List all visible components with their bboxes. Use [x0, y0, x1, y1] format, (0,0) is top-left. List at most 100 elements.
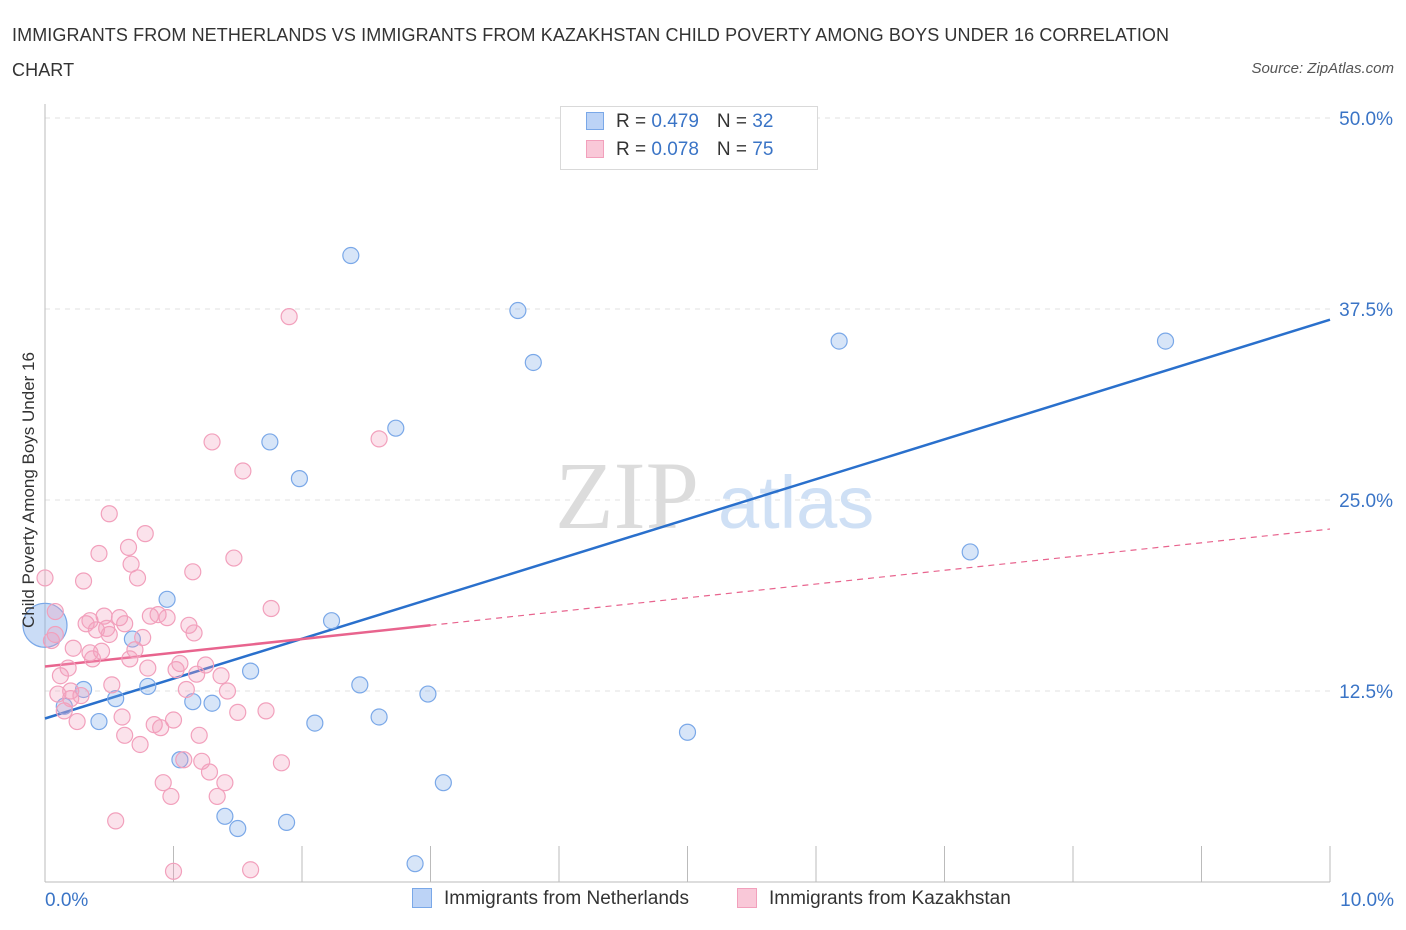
point-netherlands — [406, 855, 424, 873]
legend-swatch-kazakhstan — [586, 140, 604, 158]
point-kazakhstan — [149, 605, 167, 624]
point-kazakhstan — [136, 525, 154, 543]
point-netherlands — [678, 723, 697, 741]
point-netherlands — [158, 590, 176, 608]
trend-line-netherlands — [44, 318, 1331, 720]
point-netherlands — [322, 612, 341, 630]
point-netherlands — [434, 774, 452, 792]
point-netherlands — [139, 677, 157, 696]
point-netherlands — [509, 301, 527, 320]
point-netherlands — [216, 807, 234, 825]
point-kazakhstan — [49, 685, 67, 703]
point-kazakhstan — [190, 726, 208, 744]
point-kazakhstan — [103, 676, 121, 694]
point-netherlands — [107, 690, 125, 708]
point-kazakhstan — [46, 625, 64, 644]
point-netherlands — [90, 712, 108, 731]
point-netherlands — [261, 433, 279, 451]
point-netherlands — [961, 543, 979, 561]
point-kazakhstan — [185, 624, 203, 642]
source-label: Source: ZipAtlas.com — [1251, 60, 1394, 77]
point-netherlands — [277, 813, 296, 832]
legend-r-value: 0.479 — [651, 111, 699, 132]
trend-line-kazakhstan-extension — [430, 528, 1331, 626]
point-kazakhstan — [154, 774, 172, 792]
x-axis-min-label: 0.0% — [45, 890, 89, 911]
legend-r-label: R = — [616, 139, 652, 160]
point-kazakhstan — [212, 667, 230, 685]
point-netherlands — [342, 246, 360, 265]
point-kazakhstan — [46, 602, 64, 621]
point-kazakhstan — [59, 659, 77, 677]
point-kazakhstan — [164, 711, 183, 729]
point-kazakhstan — [203, 433, 221, 451]
point-kazakhstan — [257, 702, 275, 720]
point-kazakhstan — [188, 665, 206, 683]
point-kazakhstan — [74, 572, 93, 590]
y-tick-label: 37.5% — [1339, 300, 1393, 321]
axes — [44, 104, 1331, 883]
point-kazakhstan — [370, 430, 388, 448]
y-tick-label: 50.0% — [1339, 109, 1393, 130]
point-netherlands — [830, 332, 848, 350]
point-netherlands — [419, 685, 437, 703]
point-kazakhstan — [158, 609, 176, 627]
y-tick-labels: 12.5% 25.0% 37.5% 50.0% — [1339, 109, 1393, 703]
point-kazakhstan — [152, 719, 170, 737]
trend-lines — [44, 318, 1331, 720]
point-kazakhstan — [216, 774, 234, 792]
point-netherlands — [306, 714, 324, 732]
point-netherlands — [22, 602, 68, 648]
data-points — [22, 246, 1175, 880]
point-kazakhstan — [131, 735, 149, 754]
watermark: ZIP atlas — [555, 442, 874, 549]
grid-lines — [45, 117, 1330, 692]
legend-row-kazakhstan: R = 0.078 N = 75 — [586, 139, 773, 167]
x-axis-max-label: 10.0% — [1340, 890, 1394, 911]
bottom-legend-swatch-kazakhstan — [737, 888, 757, 908]
point-kazakhstan — [272, 754, 291, 772]
point-netherlands — [290, 470, 309, 488]
point-kazakhstan — [62, 690, 80, 708]
point-kazakhstan — [116, 615, 134, 633]
point-kazakhstan — [68, 712, 86, 731]
point-kazakhstan — [119, 538, 138, 556]
bottom-legend-swatch-netherlands — [412, 888, 432, 908]
point-netherlands — [351, 676, 369, 694]
legend-n-value: 32 — [752, 111, 774, 132]
point-kazakhstan — [175, 751, 193, 769]
point-kazakhstan — [128, 569, 147, 587]
point-netherlands — [171, 751, 189, 769]
point-kazakhstan — [197, 656, 215, 674]
bottom-legend-netherlands: Immigrants from Netherlands — [412, 888, 689, 910]
point-kazakhstan — [116, 726, 134, 744]
chart-title: IMMIGRANTS FROM NETHERLANDS VS IMMIGRANT… — [12, 25, 1170, 80]
point-kazakhstan — [126, 641, 144, 659]
legend-n-label: N = — [716, 139, 753, 160]
point-kazakhstan — [280, 308, 298, 326]
point-kazakhstan — [242, 861, 260, 879]
point-netherlands — [524, 353, 542, 372]
bottom-legend-label: Immigrants from Netherlands — [444, 888, 689, 909]
point-netherlands — [203, 694, 221, 712]
point-kazakhstan — [90, 544, 108, 563]
point-kazakhstan — [107, 812, 125, 830]
point-netherlands — [370, 708, 388, 726]
watermark-zip: ZIP — [555, 442, 699, 549]
point-kazakhstan — [164, 862, 183, 880]
point-kazakhstan — [208, 787, 226, 806]
y-tick-label: 25.0% — [1339, 491, 1393, 512]
point-kazakhstan — [139, 659, 157, 677]
point-kazakhstan — [225, 549, 243, 567]
point-kazakhstan — [177, 680, 195, 699]
legend: R = 0.479 N = 32 R = 0.078 N = 75 — [560, 106, 818, 170]
bottom-legend-label: Immigrants from Kazakhstan — [769, 888, 1011, 909]
legend-n-label: N = — [716, 111, 753, 132]
point-kazakhstan — [262, 599, 280, 618]
point-netherlands — [387, 419, 405, 437]
legend-r-label: R = — [616, 111, 652, 132]
point-kazakhstan — [72, 686, 90, 705]
point-kazakhstan — [36, 569, 54, 587]
trend-line-kazakhstan — [44, 624, 431, 668]
